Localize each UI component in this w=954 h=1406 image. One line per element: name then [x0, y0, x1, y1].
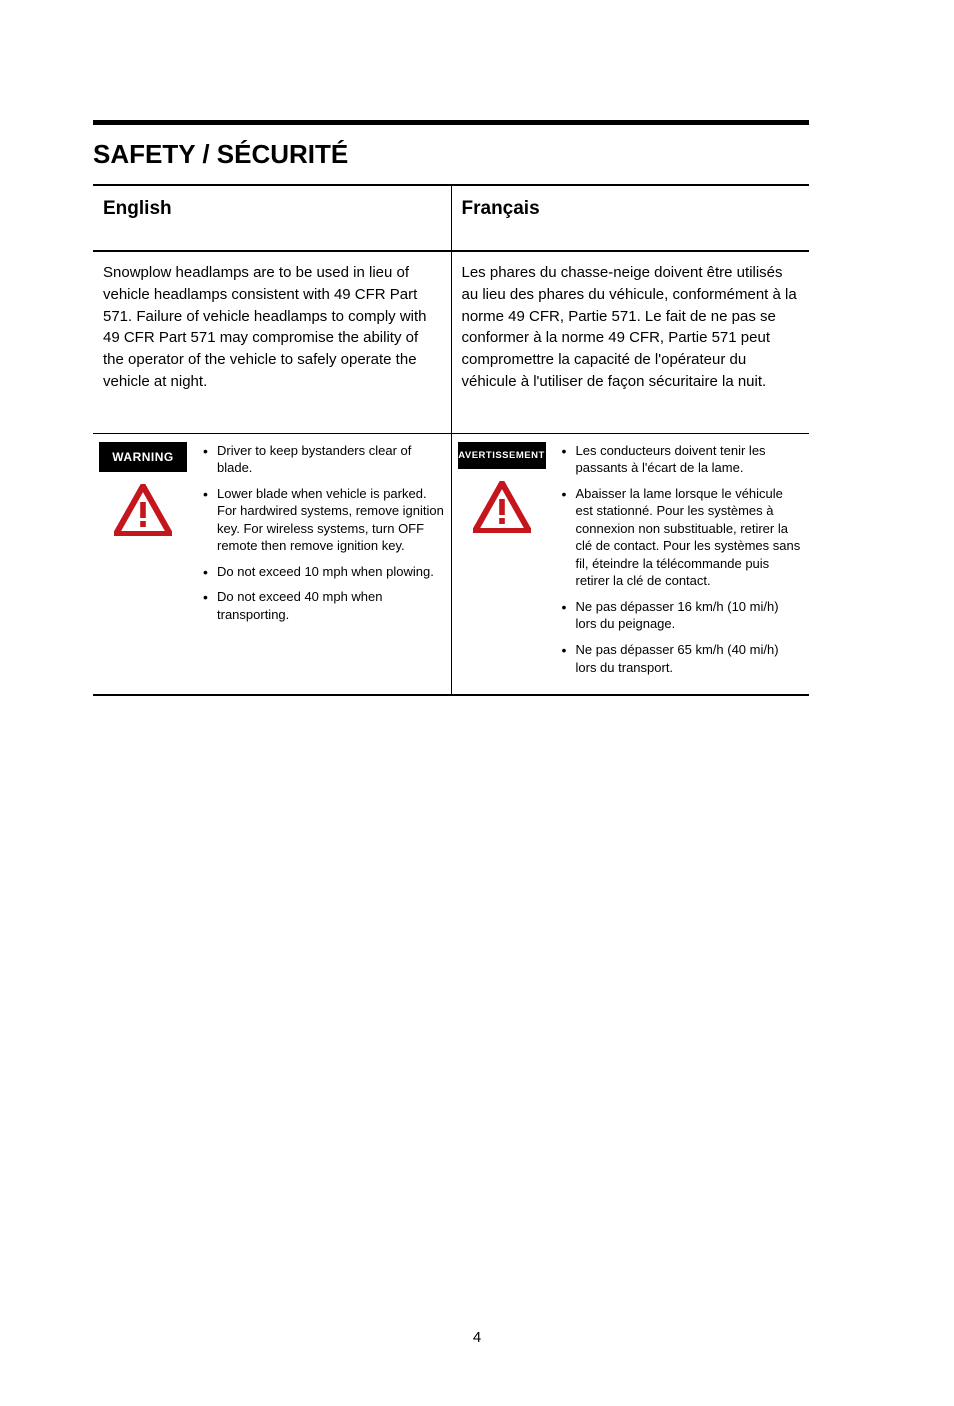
plow-text-left: Snowplow headlamps are to be used in lie… — [93, 252, 451, 433]
list-item: Ne pas dépasser 65 km/h (40 mi/h) lors d… — [566, 641, 804, 676]
warning-icon — [473, 481, 531, 533]
warning-badge-left: WARNING — [99, 442, 187, 472]
list-item: Abaisser la lame lorsque le véhicule est… — [566, 485, 804, 590]
page-number: 4 — [473, 1329, 481, 1346]
list-item: Ne pas dépasser 16 km/h (10 mi/h) lors d… — [566, 598, 804, 633]
list-item: Do not exceed 10 mph when plowing. — [207, 563, 445, 581]
title-bar: SAFETY / SÉCURITÉ — [93, 120, 809, 184]
warning-list-right: Les conducteurs doivent tenir les passan… — [554, 442, 804, 685]
page-content: SAFETY / SÉCURITÉ English Français Snowp… — [93, 120, 809, 696]
safety-table: English Français Snowplow headlamps are … — [93, 184, 809, 696]
table-warning-row: WARNING Driver to keep bystanders clear … — [93, 433, 809, 695]
warning-left-block: WARNING — [99, 442, 187, 632]
list-item: Do not exceed 40 mph when transporting. — [207, 588, 445, 623]
list-item: Driver to keep bystanders clear of blade… — [207, 442, 445, 477]
warning-right-block: AVERTISSEMENT — [458, 442, 546, 685]
table-header-row: English Français — [93, 185, 809, 251]
warning-badge-right: AVERTISSEMENT — [458, 442, 546, 469]
header-left: English — [93, 186, 451, 250]
list-item: Les conducteurs doivent tenir les passan… — [566, 442, 804, 477]
header-right: Français — [452, 186, 810, 250]
list-item: Lower blade when vehicle is parked. For … — [207, 485, 445, 555]
page-title: SAFETY / SÉCURITÉ — [93, 139, 809, 170]
plow-text-right: Les phares du chasse-neige doivent être … — [452, 252, 810, 433]
warning-icon — [114, 484, 172, 536]
table-plow-row: Snowplow headlamps are to be used in lie… — [93, 251, 809, 433]
warning-list-left: Driver to keep bystanders clear of blade… — [195, 442, 445, 632]
